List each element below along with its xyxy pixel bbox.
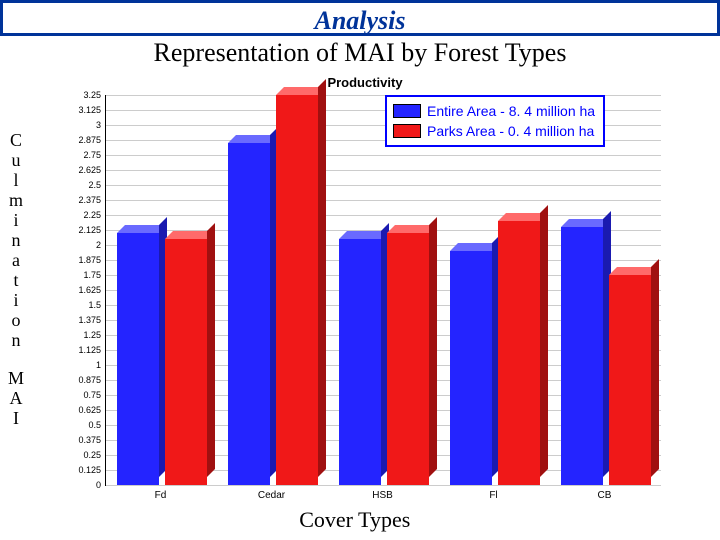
y-tick-label: 0	[61, 480, 101, 490]
x-tick-label: Fd	[155, 490, 167, 501]
legend: Entire Area - 8. 4 million haParks Area …	[385, 95, 605, 147]
y-tick-label: 2.125	[61, 225, 101, 235]
y-tick-label: 1.5	[61, 300, 101, 310]
grid-line	[106, 155, 661, 156]
y-tick-label: 1	[61, 360, 101, 370]
y-tick-label: 0.5	[61, 420, 101, 430]
x-tick-label: HSB	[372, 490, 393, 501]
slide: Analysis Representation of MAI by Forest…	[0, 0, 720, 540]
x-tick-label: Cedar	[258, 490, 285, 501]
page-title: Analysis	[0, 0, 720, 36]
plot-region: 00.1250.250.3750.50.6250.750.87511.1251.…	[105, 95, 661, 486]
y-tick-label: 0.875	[61, 375, 101, 385]
grid-line	[106, 200, 661, 201]
grid-line	[106, 170, 661, 171]
y-axis-label-char: l	[6, 170, 26, 190]
chart-area: Productivity 00.1250.250.3750.50.6250.75…	[70, 95, 660, 485]
y-tick-label: 0.125	[61, 465, 101, 475]
legend-label: Parks Area - 0. 4 million ha	[427, 121, 594, 141]
grid-line	[106, 485, 661, 486]
bar	[561, 227, 603, 485]
legend-item: Entire Area - 8. 4 million ha	[393, 101, 595, 121]
x-tick-label: CB	[598, 490, 612, 501]
y-tick-label: 1.75	[61, 270, 101, 280]
y-axis-label-char: o	[6, 310, 26, 330]
y-tick-label: 2.25	[61, 210, 101, 220]
y-tick-label: 2.625	[61, 165, 101, 175]
y-tick-label: 0.625	[61, 405, 101, 415]
y-tick-label: 3.25	[61, 90, 101, 100]
y-tick-label: 1.125	[61, 345, 101, 355]
bar	[117, 233, 159, 485]
y-axis-label-char: I	[6, 408, 26, 428]
bar	[165, 239, 207, 485]
y-tick-label: 0.375	[61, 435, 101, 445]
bar	[228, 143, 270, 485]
bar	[450, 251, 492, 485]
y-axis-label-char: u	[6, 150, 26, 170]
y-tick-label: 2.875	[61, 135, 101, 145]
y-axis-label-char: M	[6, 368, 26, 388]
bar	[387, 233, 429, 485]
legend-item: Parks Area - 0. 4 million ha	[393, 121, 595, 141]
y-tick-label: 3.125	[61, 105, 101, 115]
y-tick-label: 1.375	[61, 315, 101, 325]
y-tick-label: 0.25	[61, 450, 101, 460]
legend-label: Entire Area - 8. 4 million ha	[427, 101, 595, 121]
y-axis-label-char: n	[6, 230, 26, 250]
x-axis-label: Cover Types	[255, 507, 455, 533]
y-axis-label-char: m	[6, 190, 26, 210]
y-axis-label-char: C	[6, 130, 26, 150]
legend-swatch	[393, 124, 421, 138]
y-axis-label-char: n	[6, 330, 26, 350]
grid-line	[106, 185, 661, 186]
y-tick-label: 2.375	[61, 195, 101, 205]
y-axis-label-char: A	[6, 388, 26, 408]
y-tick-label: 1.625	[61, 285, 101, 295]
bar	[339, 239, 381, 485]
y-tick-label: 2.5	[61, 180, 101, 190]
y-axis-label: CulminationMAI	[6, 130, 26, 428]
grid-line	[106, 215, 661, 216]
legend-swatch	[393, 104, 421, 118]
y-tick-label: 0.75	[61, 390, 101, 400]
y-axis-label-char: t	[6, 270, 26, 290]
y-axis-label-char: a	[6, 250, 26, 270]
y-axis-label-char: i	[6, 290, 26, 310]
bar	[609, 275, 651, 485]
chart-title: Productivity	[70, 75, 660, 90]
y-tick-label: 1.25	[61, 330, 101, 340]
x-tick-label: Fl	[489, 490, 497, 501]
page-subtitle: Representation of MAI by Forest Types	[0, 38, 720, 68]
y-axis-label-char: i	[6, 210, 26, 230]
y-tick-label: 1.875	[61, 255, 101, 265]
y-tick-label: 2.75	[61, 150, 101, 160]
y-tick-label: 2	[61, 240, 101, 250]
y-tick-label: 3	[61, 120, 101, 130]
bar	[498, 221, 540, 485]
bar	[276, 95, 318, 485]
